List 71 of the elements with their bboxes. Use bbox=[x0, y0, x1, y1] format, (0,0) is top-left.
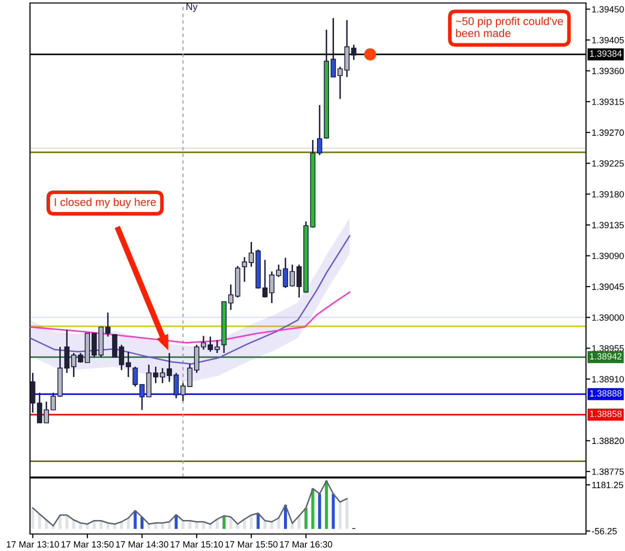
bar bbox=[79, 522, 82, 529]
bar bbox=[52, 526, 55, 529]
bar bbox=[345, 498, 348, 529]
bar bbox=[120, 522, 124, 529]
bar bbox=[147, 524, 150, 529]
bar bbox=[195, 522, 198, 529]
bar bbox=[338, 502, 342, 529]
y-tick-label: 1181.25 bbox=[592, 482, 624, 488]
bar bbox=[236, 524, 240, 529]
ref-line-label: 1.39384 bbox=[590, 50, 622, 57]
bar bbox=[229, 516, 232, 529]
bar bbox=[324, 480, 328, 529]
bar bbox=[38, 514, 42, 529]
x-tick-label: 17 Mar 14:30 bbox=[116, 541, 168, 548]
y-tick-label: 1.39225 bbox=[592, 160, 624, 167]
bar bbox=[65, 515, 68, 529]
bar bbox=[216, 519, 219, 529]
y-tick-label: 1.38775 bbox=[592, 468, 624, 475]
bar bbox=[298, 516, 301, 529]
bar bbox=[140, 516, 144, 529]
y-tick-label: 1.39315 bbox=[592, 98, 624, 105]
bar bbox=[208, 524, 212, 529]
bar bbox=[318, 494, 322, 529]
bar bbox=[113, 524, 116, 529]
ref-line-label: 1.38942 bbox=[590, 353, 622, 360]
bar bbox=[277, 518, 280, 529]
bar bbox=[311, 488, 314, 529]
candlestick bbox=[105, 312, 110, 338]
bar bbox=[222, 516, 226, 529]
x-tick-label: 17 Mar 13:50 bbox=[61, 541, 114, 548]
ref-line-label: 1.38858 bbox=[590, 410, 622, 418]
bar bbox=[250, 515, 253, 529]
bar bbox=[270, 522, 274, 529]
annotation: I closed my buy here bbox=[54, 198, 156, 208]
ref-line-label: Ny bbox=[186, 3, 198, 12]
y-tick-label: 1.38955 bbox=[592, 345, 624, 352]
x-tick-label: 17 Mar 16:30 bbox=[280, 541, 332, 548]
y-tick-label: 1.38820 bbox=[592, 438, 624, 444]
bar bbox=[161, 522, 164, 529]
bar bbox=[86, 524, 89, 529]
bar bbox=[332, 494, 335, 529]
x-tick-label: 17 Mar 15:10 bbox=[170, 541, 223, 548]
y-tick-label: 1.38910 bbox=[592, 376, 624, 382]
line-series bbox=[32, 480, 348, 527]
bar bbox=[126, 518, 130, 529]
y-tick-label: 1.39090 bbox=[592, 252, 624, 260]
bar bbox=[242, 519, 246, 529]
bar bbox=[256, 513, 260, 529]
ref-line-label: 1.38888 bbox=[590, 390, 622, 397]
bar bbox=[134, 510, 137, 529]
x-tick-label: 17 Mar 13:10 bbox=[6, 541, 59, 548]
y-tick-label: 1.39180 bbox=[592, 191, 624, 198]
bar bbox=[290, 523, 294, 529]
y-tick-label: 1.39270 bbox=[592, 129, 624, 136]
bar bbox=[304, 508, 308, 529]
y-tick-label: -56.25 bbox=[592, 528, 617, 534]
bar bbox=[72, 520, 76, 529]
y-tick-label: 1.39360 bbox=[592, 68, 624, 74]
bar bbox=[31, 508, 34, 529]
y-tick-label: 1.39045 bbox=[592, 284, 624, 290]
bar bbox=[263, 520, 266, 529]
bar bbox=[168, 522, 171, 529]
annotation: ~50 pip profit could've been made bbox=[456, 16, 563, 38]
x-tick-label: 17 Mar 15:50 bbox=[225, 541, 278, 548]
candlestick bbox=[126, 350, 131, 378]
y-tick-label: 1.39405 bbox=[592, 36, 624, 44]
bar bbox=[44, 520, 48, 529]
bar bbox=[182, 520, 185, 529]
y-tick-label: 1.39450 bbox=[592, 6, 624, 13]
y-tick-label: 1.39135 bbox=[592, 222, 624, 228]
y-tick-label: 1.39000 bbox=[592, 314, 624, 321]
